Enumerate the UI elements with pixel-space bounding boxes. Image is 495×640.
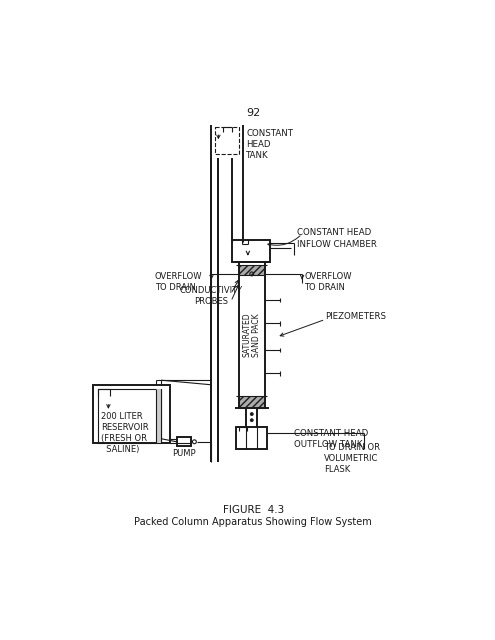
Text: CONSTANT
HEAD
TANK: CONSTANT HEAD TANK [247, 129, 294, 161]
Text: PIEZOMETERS: PIEZOMETERS [325, 312, 387, 321]
Text: CONDUCTIVITY
PROBES: CONDUCTIVITY PROBES [180, 286, 243, 307]
Bar [98, 389, 161, 442]
Circle shape [250, 419, 253, 422]
Bar [236, 427, 267, 449]
Bar [156, 389, 161, 442]
Bar [93, 385, 170, 442]
Text: FIGURE  4.3: FIGURE 4.3 [223, 505, 284, 515]
Text: OVERFLOW
TO DRAIN: OVERFLOW TO DRAIN [155, 273, 202, 292]
Text: Packed Column Apparatus Showing Flow System: Packed Column Apparatus Showing Flow Sys… [135, 517, 372, 527]
Bar [177, 437, 191, 447]
Bar [232, 240, 270, 262]
Text: OVERFLOW
TO DRAIN: OVERFLOW TO DRAIN [304, 273, 352, 292]
Text: TO DRAIN OR
VOLUMETRIC
FLASK: TO DRAIN OR VOLUMETRIC FLASK [324, 442, 380, 474]
Bar [239, 265, 265, 275]
Text: 92: 92 [246, 108, 260, 118]
Bar [215, 127, 240, 154]
Circle shape [250, 413, 253, 415]
Text: PUMP: PUMP [172, 449, 196, 458]
Bar [239, 396, 265, 408]
Text: CONSTANT HEAD
OUTFLOW TANK: CONSTANT HEAD OUTFLOW TANK [295, 429, 369, 449]
Text: 200 LITER
RESERVOIR
(FRESH OR
  SALINE): 200 LITER RESERVOIR (FRESH OR SALINE) [100, 412, 148, 454]
Text: SATURATED
SAND PACK: SATURATED SAND PACK [242, 312, 261, 357]
Text: CONSTANT HEAD
INFLOW CHAMBER: CONSTANT HEAD INFLOW CHAMBER [297, 228, 377, 248]
